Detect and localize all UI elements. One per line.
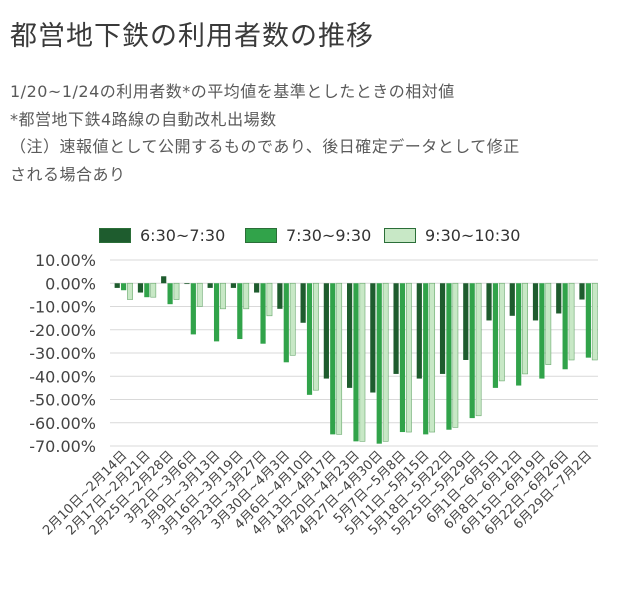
y-tick-label: -60.00%: [29, 414, 96, 433]
bar-series-2: [492, 283, 499, 388]
bar-series-1: [323, 283, 329, 379]
bar-series-2: [167, 283, 173, 305]
bar-series-1: [347, 283, 353, 388]
chart-legend: 6:30~7:30 7:30~9:30 9:30~10:30: [0, 226, 630, 248]
bar-series-1: [556, 283, 562, 314]
y-tick-label: -50.00%: [29, 391, 96, 410]
bar-chart: 10.00% 0.00% -10.00% -20.00% -30.00% -40.00% -…: [29, 251, 598, 538]
legend-swatch-1: [99, 228, 131, 243]
bar-series-2: [376, 283, 382, 444]
bar-series-2: [330, 283, 336, 435]
bar-series-2: [399, 283, 406, 433]
bar-series-1: [300, 283, 306, 323]
bar-series-3: [522, 282, 528, 375]
bar-series-2: [260, 283, 266, 344]
y-tick-label: -10.00%: [29, 298, 96, 317]
bar-series-1: [114, 283, 120, 288]
y-tick-label: -20.00%: [29, 321, 96, 340]
bar-series-3: [545, 282, 552, 365]
bar-series-1: [137, 283, 144, 293]
bar-series-2: [213, 283, 220, 342]
subtitle-line-4: される場合あり: [10, 165, 126, 184]
y-tick-label: 0.00%: [45, 274, 96, 293]
bar-series-2: [539, 283, 545, 379]
legend-label-3: 9:30~10:30: [425, 226, 521, 245]
bar-series-2: [562, 283, 568, 370]
bar-series-1: [509, 283, 515, 316]
bar-series-3: [127, 282, 133, 300]
bar-series-3: [452, 282, 459, 428]
legend-label-2: 7:30~9:30: [286, 226, 372, 245]
bar-series-1: [370, 283, 376, 393]
bar-series-2: [469, 283, 475, 419]
legend-item-1[interactable]: 6:30~7:30: [99, 226, 225, 245]
bar-series-2: [190, 283, 196, 335]
bar-series-3: [591, 282, 598, 361]
bar-series-3: [498, 282, 505, 382]
bar-series-2: [585, 283, 591, 358]
subtitle-line-1: 1/20~1/24の利用者数*の平均値を基準としたときの相対値: [10, 82, 455, 101]
legend-label-1: 6:30~7:30: [140, 226, 226, 245]
bar-series-1: [439, 283, 446, 374]
bar-series-2: [423, 283, 429, 435]
bar-series-3: [568, 282, 575, 361]
bar-series-2: [306, 283, 313, 395]
bar-series-2: [121, 283, 127, 291]
bar-series-1: [486, 283, 492, 321]
bar-series-3: [405, 282, 412, 433]
bar-series-1: [416, 283, 422, 379]
bar-series-1: [207, 283, 213, 288]
chart-title: 都営地下鉄の利用者数の推移: [10, 21, 374, 52]
bar-series-3: [173, 282, 180, 300]
bar-series-1: [277, 283, 283, 309]
bar-series-1: [532, 283, 539, 321]
legend-item-3[interactable]: 9:30~10:30: [384, 226, 520, 245]
bar-series-2: [237, 283, 243, 340]
bar-series-1: [579, 283, 585, 300]
bar-series-1: [184, 283, 190, 285]
bar-series-1: [463, 283, 469, 360]
y-tick-label: 10.00%: [35, 251, 96, 270]
bar-series-3: [382, 282, 389, 442]
subtitle-line-3: （注）速報値として公開するものであり、後日確定データとして修正: [10, 137, 520, 156]
bar-series-3: [196, 282, 203, 307]
bar-series-3: [336, 282, 343, 435]
bar-series-1: [393, 283, 399, 374]
bar-series-3: [243, 282, 250, 310]
subtitle-line-2: *都営地下鉄4路線の自動改札出場数: [10, 110, 277, 129]
bar-series-3: [313, 282, 319, 391]
bar-series-3: [150, 282, 157, 298]
y-tick-label: -30.00%: [29, 344, 96, 363]
legend-swatch-3: [384, 228, 416, 243]
legend-swatch-2: [245, 228, 277, 243]
bar-series-3: [475, 282, 482, 417]
y-tick-label: -70.00%: [29, 437, 96, 456]
bar-series-3: [359, 282, 366, 442]
bar-series-2: [144, 283, 150, 298]
bar-series-2: [283, 283, 289, 363]
bar-series-2: [446, 283, 452, 430]
bar-series-3: [266, 282, 273, 317]
bar-series-3: [220, 282, 226, 310]
bar-series-3: [289, 282, 296, 356]
legend-item-2[interactable]: 7:30~9:30: [245, 226, 371, 245]
y-tick-label: -40.00%: [29, 367, 96, 386]
bar-series-2: [353, 283, 359, 442]
bar-series-1: [230, 283, 237, 288]
bar-series-1: [254, 283, 260, 293]
bar-series-3: [429, 282, 436, 433]
bar-series-1: [161, 276, 167, 284]
bar-series-2: [516, 283, 522, 386]
